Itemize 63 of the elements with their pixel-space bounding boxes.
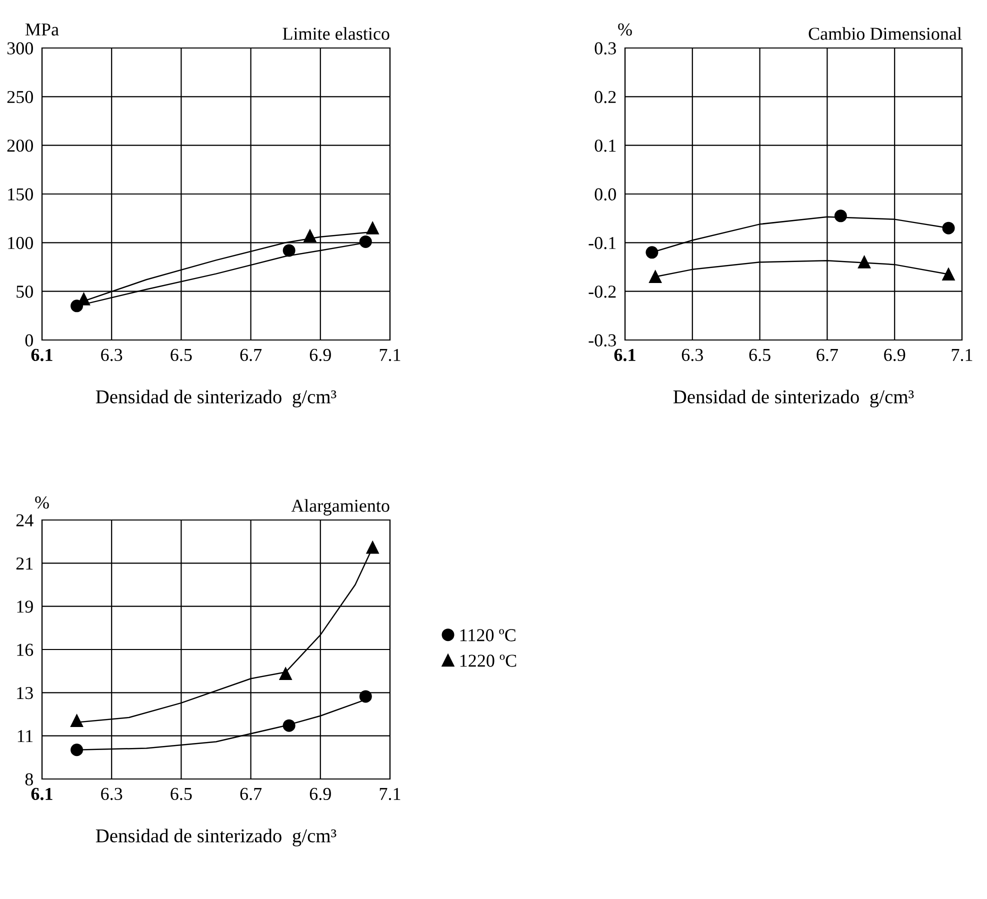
y-tick-label: 0.0 [594, 188, 616, 201]
y-tick-label: -0.2 [588, 286, 616, 298]
x-tick-label: 6.7 [240, 348, 262, 362]
y-tick-label: 24 [16, 514, 34, 526]
point [359, 690, 372, 703]
x-tick-label: 6.3 [101, 788, 122, 800]
y-tick-label: -0.3 [588, 334, 616, 347]
y-tick-label: -0.1 [588, 236, 616, 250]
y-axis-title: % [35, 496, 49, 509]
x-tick-label: 7.1 [380, 788, 400, 800]
x-tick-label: 6.9 [884, 348, 906, 362]
point [70, 714, 84, 727]
x-tick-label: 6.5 [170, 348, 192, 362]
point [366, 541, 379, 554]
chart-title: Alargamiento [291, 499, 390, 516]
point [942, 268, 955, 281]
point [359, 235, 372, 248]
x-tick-label: 6.3 [682, 348, 703, 362]
point [279, 668, 292, 680]
x-tick-label: 7.1 [380, 348, 400, 362]
y-tick-label: 11 [18, 730, 33, 742]
y-tick-label: 19 [17, 600, 33, 613]
point [858, 256, 871, 268]
x-tick-label: 6.1 [614, 348, 636, 362]
point [646, 246, 658, 259]
point [282, 244, 296, 257]
y-tick-label: 300 [7, 42, 33, 54]
point [70, 744, 84, 756]
x-tick-label: 6.3 [101, 348, 122, 362]
chart-title: Cambio Dimensional [808, 27, 962, 40]
y-axis-title: % [618, 23, 632, 36]
y-tick-label: 0.2 [594, 90, 616, 104]
point [366, 222, 379, 234]
y-tick-label: 0.3 [594, 42, 616, 55]
x-tick-label: 6.7 [240, 788, 262, 800]
x-tick-label: 6.5 [749, 348, 770, 362]
x-tick-label: 6.5 [170, 788, 192, 800]
y-axis-title: MPa [25, 24, 59, 36]
y-tick-label: 13 [17, 687, 33, 700]
y-tick-label: 0 [25, 334, 33, 346]
y-tick-label: 200 [7, 140, 33, 152]
x-tick-label: 6.1 [31, 788, 52, 800]
y-tick-label: 100 [8, 236, 33, 250]
y-tick-label: 8 [25, 773, 33, 786]
y-tick-label: 150 [8, 188, 33, 200]
y-tick-label: 0.1 [594, 140, 616, 152]
y-tick-label: 50 [16, 286, 33, 298]
x-tick-label: 6.1 [31, 348, 52, 362]
legend-label: 1220 ºC [460, 654, 516, 667]
point [942, 222, 955, 234]
chart-title: Limite elastico [282, 27, 390, 40]
x-tick-label: 6.9 [310, 348, 331, 362]
y-tick-label: 21 [16, 558, 33, 570]
x-axis-title: Densidad de sinterizado g/cm³ [673, 390, 914, 408]
x-tick-label: 6.7 [816, 348, 838, 362]
y-tick-label: 16 [17, 644, 34, 656]
point [649, 270, 662, 283]
x-axis-title: Densidad de sinterizado g/cm³ [96, 828, 336, 846]
legend-label: 1120 ºC [460, 629, 516, 642]
x-tick-label: 7.1 [952, 348, 972, 362]
x-tick-label: 6.9 [310, 788, 331, 800]
y-tick-label: 250 [7, 90, 33, 104]
x-axis-title: Densidad de sinterizado g/cm³ [96, 390, 336, 408]
